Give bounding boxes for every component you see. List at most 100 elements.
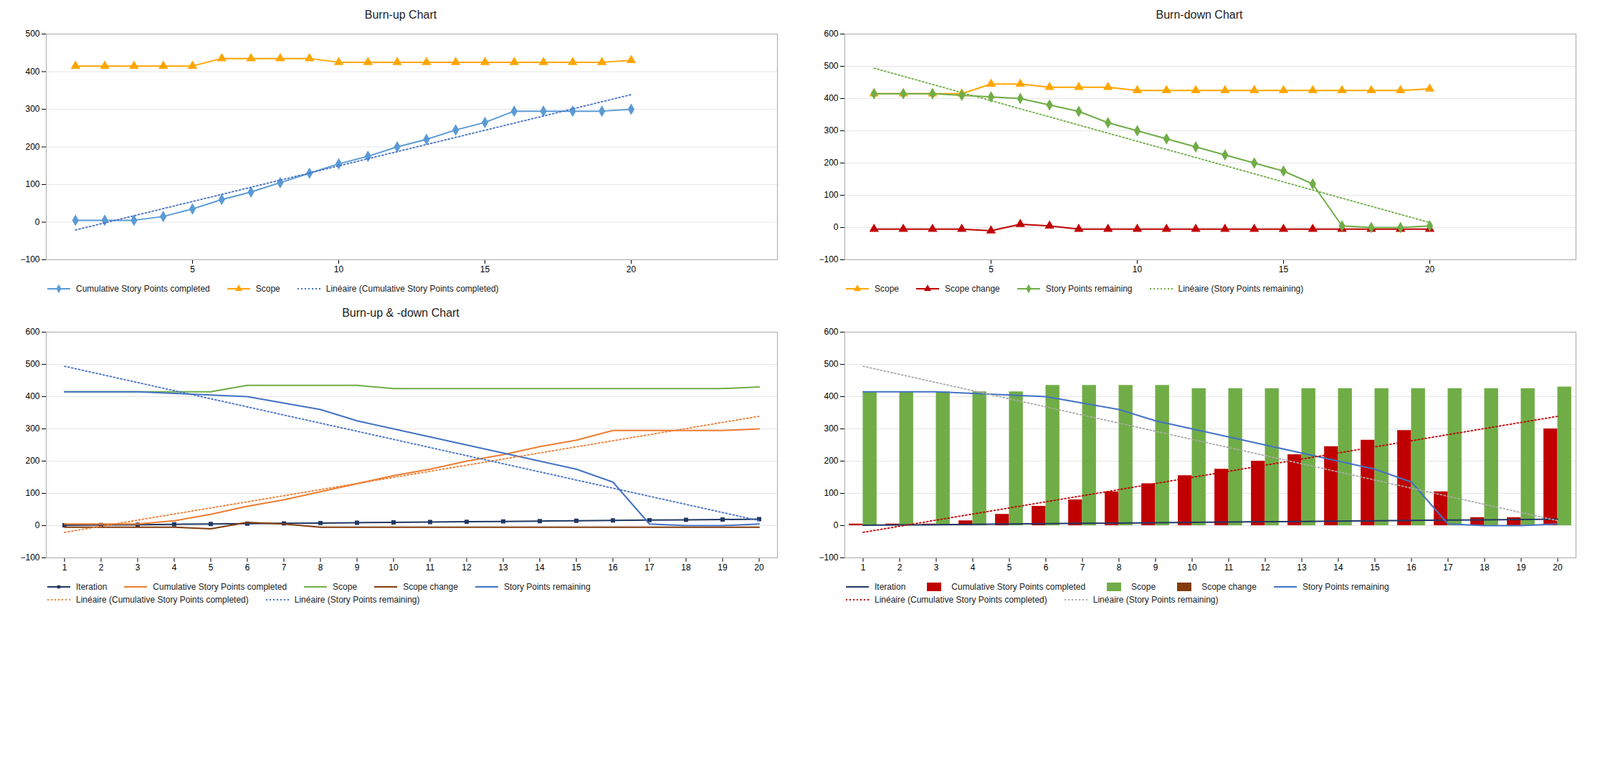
svg-text:−100: −100 xyxy=(818,552,838,563)
svg-text:100: 100 xyxy=(823,189,838,200)
html-text:Story Points remaining: Story Points remaining xyxy=(503,582,591,593)
svg-text:7: 7 xyxy=(281,562,287,573)
html-text:Scope: Scope xyxy=(332,582,358,593)
svg-text:13: 13 xyxy=(1296,562,1307,573)
svg-text:400: 400 xyxy=(823,391,838,402)
svg-text:200: 200 xyxy=(25,141,40,152)
svg-text:7: 7 xyxy=(1080,562,1086,573)
svg-text:300: 300 xyxy=(823,423,838,434)
svg-text:100: 100 xyxy=(823,488,838,499)
svg-text:12: 12 xyxy=(1260,562,1271,573)
svg-text:1: 1 xyxy=(62,562,68,573)
svg-text:14: 14 xyxy=(1333,562,1344,573)
svg-text:15: 15 xyxy=(571,562,582,573)
svg-text:6: 6 xyxy=(245,562,251,573)
svg-text:200: 200 xyxy=(823,157,838,168)
svg-text:13: 13 xyxy=(498,562,509,573)
svg-text:4: 4 xyxy=(970,562,976,573)
svg-text:600: 600 xyxy=(823,326,838,337)
svg-text:20: 20 xyxy=(626,264,637,275)
html-text:Cumulative Story Points comple: Cumulative Story Points completed xyxy=(152,582,287,593)
svg-text:12: 12 xyxy=(461,562,472,573)
html-text:Scope: Scope xyxy=(255,283,281,294)
svg-text:300: 300 xyxy=(25,423,40,434)
svg-text:10: 10 xyxy=(1132,264,1143,275)
svg-text:10: 10 xyxy=(334,264,345,275)
html-text:Linéaire (Cumulative Story Poi: Linéaire (Cumulative Story Points comple… xyxy=(326,283,499,294)
svg-text:14: 14 xyxy=(534,562,545,573)
svg-text:15: 15 xyxy=(1369,562,1380,573)
svg-text:9: 9 xyxy=(354,562,360,573)
svg-text:200: 200 xyxy=(823,455,838,466)
svg-text:0: 0 xyxy=(35,217,41,228)
svg-text:18: 18 xyxy=(681,562,692,573)
html-text:Iteration: Iteration xyxy=(874,582,906,593)
svg-text:2: 2 xyxy=(897,562,903,573)
svg-text:16: 16 xyxy=(607,562,618,573)
html-text:Linéaire (Cumulative Story Poi: Linéaire (Cumulative Story Points comple… xyxy=(874,594,1048,606)
svg-text:15: 15 xyxy=(1278,264,1289,275)
html-text:Linéaire (Story Points remaini: Linéaire (Story Points remaining) xyxy=(1178,283,1304,294)
svg-text:1: 1 xyxy=(860,562,866,573)
html-text:Iteration: Iteration xyxy=(75,582,108,593)
svg-text:20: 20 xyxy=(1425,264,1436,275)
svg-text:600: 600 xyxy=(25,326,40,337)
svg-text:10: 10 xyxy=(1187,562,1198,573)
html-text:Scope change: Scope change xyxy=(402,582,458,593)
svg-text:6: 6 xyxy=(1043,562,1049,573)
svg-text:11: 11 xyxy=(1224,562,1234,573)
svg-text:−100: −100 xyxy=(20,552,40,563)
html-text:Cumulative Story Points comple: Cumulative Story Points completed xyxy=(75,283,210,294)
svg-text:400: 400 xyxy=(25,66,40,77)
html-text:Scope change: Scope change xyxy=(944,283,1000,294)
svg-text:17: 17 xyxy=(1443,562,1454,573)
svg-text:100: 100 xyxy=(25,179,40,190)
svg-text:500: 500 xyxy=(823,60,838,71)
svg-text:10: 10 xyxy=(388,562,399,573)
svg-text:20: 20 xyxy=(1552,562,1563,573)
html-text:Burn-up & -down Chart: Burn-up & -down Chart xyxy=(342,306,460,319)
svg-text:5: 5 xyxy=(1007,562,1013,573)
svg-text:3: 3 xyxy=(135,562,141,573)
html-text:Linéaire (Cumulative Story Poi: Linéaire (Cumulative Story Points comple… xyxy=(75,594,249,606)
svg-text:−100: −100 xyxy=(818,254,838,265)
html-text:Burn-up Chart: Burn-up Chart xyxy=(364,8,437,21)
svg-text:16: 16 xyxy=(1406,562,1417,573)
svg-text:11: 11 xyxy=(425,562,436,573)
svg-text:8: 8 xyxy=(318,562,324,573)
svg-text:20: 20 xyxy=(754,562,765,573)
html-text:Linéaire (Story Points remaini: Linéaire (Story Points remaining) xyxy=(1093,594,1219,606)
svg-text:15: 15 xyxy=(480,264,491,275)
svg-text:200: 200 xyxy=(25,455,40,466)
svg-text:3: 3 xyxy=(934,562,940,573)
svg-text:400: 400 xyxy=(823,93,838,104)
svg-text:0: 0 xyxy=(833,222,839,233)
svg-text:17: 17 xyxy=(644,562,655,573)
svg-text:300: 300 xyxy=(823,125,838,136)
svg-text:19: 19 xyxy=(1516,562,1527,573)
svg-text:18: 18 xyxy=(1479,562,1490,573)
svg-text:4: 4 xyxy=(172,562,178,573)
svg-text:500: 500 xyxy=(823,359,838,370)
html-text:Linéaire (Story Points remaini: Linéaire (Story Points remaining) xyxy=(294,594,420,606)
svg-text:500: 500 xyxy=(25,359,40,370)
svg-text:8: 8 xyxy=(1116,562,1122,573)
svg-text:5: 5 xyxy=(189,264,195,275)
html-text:Cumulative Story Points comple: Cumulative Story Points completed xyxy=(951,582,1086,593)
html-text:Burn-down Chart: Burn-down Chart xyxy=(1155,8,1243,21)
html-text:Story Points remaining: Story Points remaining xyxy=(1045,283,1133,294)
svg-text:5: 5 xyxy=(988,264,994,275)
svg-text:19: 19 xyxy=(717,562,728,573)
svg-text:100: 100 xyxy=(25,488,40,499)
svg-text:5: 5 xyxy=(208,562,214,573)
svg-text:9: 9 xyxy=(1153,562,1159,573)
svg-text:−100: −100 xyxy=(20,254,40,265)
svg-text:300: 300 xyxy=(25,103,40,114)
svg-text:0: 0 xyxy=(35,520,41,531)
svg-text:400: 400 xyxy=(25,391,40,402)
svg-text:2: 2 xyxy=(98,562,104,573)
svg-text:0: 0 xyxy=(833,520,839,531)
svg-text:600: 600 xyxy=(823,28,838,39)
html-text:Scope: Scope xyxy=(874,283,899,294)
svg-text:500: 500 xyxy=(25,28,40,39)
